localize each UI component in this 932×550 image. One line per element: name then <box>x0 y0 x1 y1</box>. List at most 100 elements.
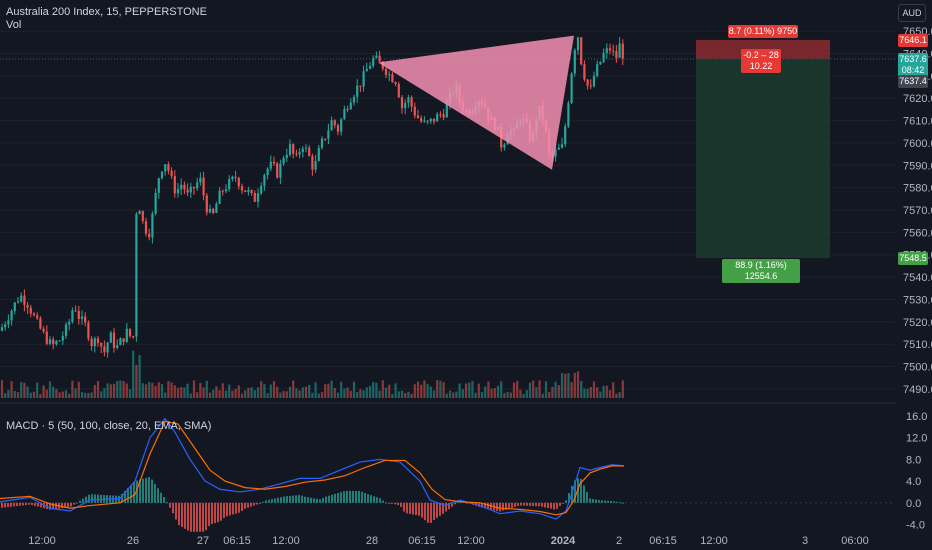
candle-body <box>90 338 93 347</box>
candle-body <box>349 102 352 110</box>
candle-body <box>589 85 592 87</box>
macd-histogram-bar <box>151 479 153 503</box>
macd-histogram-bar <box>520 502 522 506</box>
candle-body <box>215 203 218 213</box>
price-tick-label: 7500.0 <box>903 361 932 373</box>
macd-histogram-bar <box>46 502 48 509</box>
volume-bar <box>532 380 535 398</box>
volume-bar <box>528 382 532 398</box>
candle-body <box>36 315 39 319</box>
volume-bar <box>285 391 288 398</box>
volume-bar <box>10 381 13 398</box>
macd-histogram-bar <box>517 502 519 507</box>
currency-button[interactable]: AUD <box>898 4 926 22</box>
candle-body <box>29 307 32 314</box>
volume-bar <box>253 390 256 398</box>
macd-histogram-bar <box>166 502 168 504</box>
drawings-layer[interactable] <box>0 35 895 259</box>
symbol-title[interactable]: Australia 200 Index, 15, PEPPERSTONE <box>6 6 207 18</box>
price-pane[interactable] <box>0 36 624 358</box>
volume-bar <box>288 386 292 398</box>
macd-histogram-bar <box>61 502 63 509</box>
volume-bar <box>365 387 368 398</box>
macd-histogram-bar <box>322 497 324 503</box>
candle-body <box>384 68 388 75</box>
macd-histogram-bar <box>154 483 156 503</box>
macd-histogram-bar <box>277 497 279 503</box>
candle-body <box>52 339 55 345</box>
candle-body <box>407 97 410 103</box>
volume-bar <box>237 385 240 398</box>
macd-legend[interactable]: MACD · 5 (50, 100, close, 20, EMA, SMA) <box>6 420 212 432</box>
candle-body <box>439 114 442 116</box>
candle-body <box>576 37 580 51</box>
candle-body <box>269 161 272 169</box>
volume-bar <box>397 391 400 398</box>
macd-histogram-bar <box>373 496 375 503</box>
volume-bar <box>301 387 304 398</box>
macd-histogram-bar <box>49 502 51 510</box>
volume-bar <box>128 389 132 398</box>
volume-bar <box>452 392 455 398</box>
volume-bar <box>599 391 602 398</box>
candle-body <box>557 147 560 150</box>
volume-bar <box>160 384 164 398</box>
macd-histogram-bar <box>331 494 333 503</box>
macd-histogram-bar <box>13 502 15 507</box>
volume-bar <box>228 384 231 398</box>
candle-body <box>122 338 125 342</box>
candle-body <box>170 170 173 177</box>
triangle-drawing <box>378 35 574 170</box>
volume-bar <box>551 386 554 398</box>
macd-histogram-bar <box>337 493 339 503</box>
macd-histogram-bar <box>136 480 138 503</box>
last-price-tag: 7637.6 08:42 <box>898 52 928 77</box>
candle-body <box>237 177 240 187</box>
time-axis[interactable]: 12:00 26 27 06:15 12:00 28 06:15 12:00 2024 2 06:1… <box>28 535 869 547</box>
bid-price-tag: 7637.4 <box>898 74 928 88</box>
volume-bar <box>221 383 224 398</box>
candle-body <box>564 126 567 145</box>
price-tick-label: 7530.0 <box>903 294 932 306</box>
candle-body <box>96 338 100 343</box>
volume-bar <box>119 380 122 398</box>
candle-body <box>192 186 196 189</box>
candle-body <box>55 340 58 345</box>
macd-histogram-bar <box>499 502 501 512</box>
candle-body <box>74 310 77 312</box>
macd-histogram-bar <box>379 498 381 503</box>
volume-bar <box>48 381 52 398</box>
candle-body <box>135 214 138 337</box>
volume-bar <box>320 392 324 398</box>
price-tick-label: 7560.0 <box>903 227 932 239</box>
macd-histogram-bar <box>484 502 486 509</box>
volume-label[interactable]: Vol <box>6 19 22 31</box>
candle-body <box>7 320 10 325</box>
macd-histogram-bar <box>274 498 276 503</box>
volume-bar <box>349 390 352 398</box>
candle-body <box>45 331 48 344</box>
candle-body <box>420 118 423 122</box>
volume-bar <box>618 391 621 398</box>
volume-bar <box>378 390 381 398</box>
macd-histogram-bar <box>241 502 243 511</box>
macd-pane[interactable] <box>0 417 625 532</box>
candle-body <box>608 48 612 51</box>
candle-body <box>231 176 234 180</box>
macd-histogram-bar <box>16 502 18 507</box>
macd-histogram-bar <box>526 502 528 506</box>
candle-body <box>285 154 288 158</box>
candle-body <box>87 322 90 339</box>
candle-body <box>276 163 279 178</box>
macd-histogram-bar <box>259 502 261 504</box>
candle-body <box>304 147 308 149</box>
candle-body <box>343 108 346 120</box>
macd-histogram-bar <box>319 499 321 503</box>
volume-bar <box>32 391 36 398</box>
volume-bar <box>375 382 378 398</box>
volume-bar <box>256 387 260 398</box>
volume-bar <box>413 384 416 398</box>
macd-histogram-bar <box>601 500 603 503</box>
macd-histogram-bar <box>592 499 594 503</box>
